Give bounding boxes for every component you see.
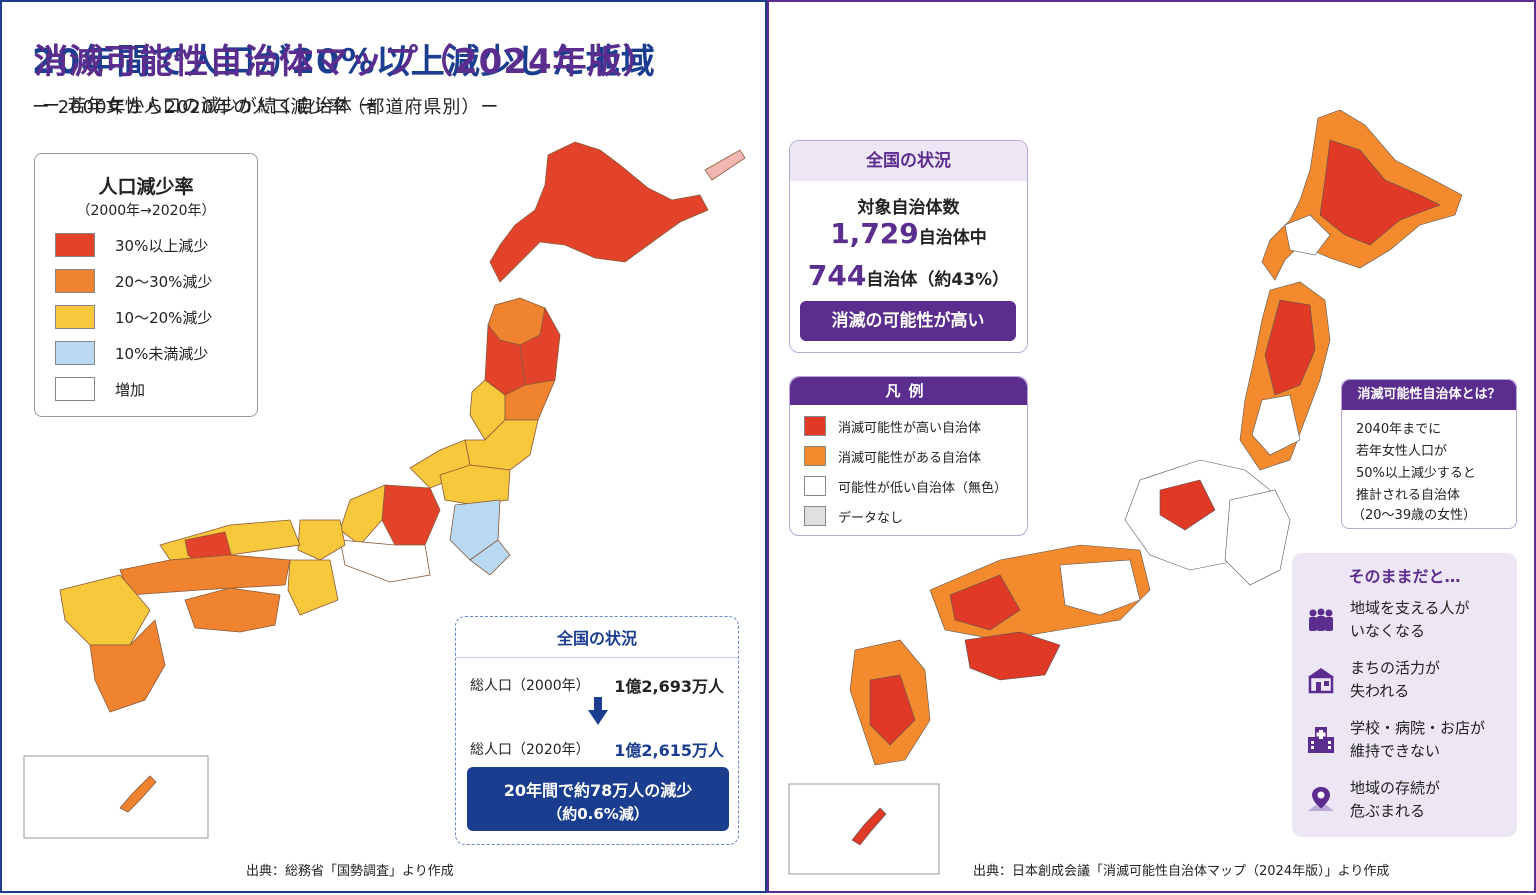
nagano-region — [381, 484, 441, 546]
right-subtitle: ー 若年女性人口の減少が続く自治体 ー — [42, 96, 379, 117]
okinawa-inset-box — [23, 755, 209, 839]
chiba-region — [469, 539, 511, 576]
legend-item: 消滅可能性が高い自治体 — [804, 415, 981, 437]
at-risk-suffix: 自治体（約43%） — [866, 270, 1010, 290]
legend-label: データなし — [838, 510, 904, 526]
right-legend: 凡例 消滅可能性が高い自治体 消滅可能性がある自治体 可能性が低い自治体（無色）… — [789, 376, 1028, 536]
legend-item: 20～30%減少 — [55, 268, 212, 294]
legend-item: 可能性が低い自治体（無色） — [804, 475, 1007, 497]
target-count-label: 対象自治体数 — [857, 198, 960, 218]
population-2000-value: 1億2,693万人 — [614, 677, 724, 696]
legend-swatch — [804, 416, 826, 436]
legend-label: 20～30%減少 — [115, 272, 213, 291]
legend-item: 30%以上減少 — [55, 232, 208, 258]
left-legend: 人口減少率 （2000年→2020年） 30%以上減少 20～30%減少 10～… — [34, 153, 258, 417]
legend-swatch — [55, 233, 95, 257]
total-number: 1,729 — [830, 217, 919, 250]
legend-label: 消滅可能性がある自治体 — [838, 450, 982, 466]
definition-box: 消滅可能性自治体とは？ 2040年までに 若年女性人口が 50%以上減少すると … — [1341, 379, 1517, 529]
total-municipalities: 1,729自治体中 — [790, 217, 1027, 250]
high-risk-badge: 消滅の可能性が高い — [800, 301, 1016, 341]
arrow-down-icon — [588, 697, 608, 725]
legend-label: 30%以上減少 — [115, 236, 209, 255]
prefecture-map — [23, 141, 746, 839]
national-header: 全国の状況 — [790, 141, 1027, 181]
legend-title: 人口減少率 — [98, 176, 194, 198]
fukushima-region — [464, 419, 539, 471]
people-icon — [1309, 608, 1333, 631]
legend-label: 増加 — [115, 380, 146, 399]
legend-item: 10～20%減少 — [55, 304, 212, 330]
definition-line: 2040年までに — [1356, 422, 1442, 437]
legend-item: 10%未満減少 — [55, 340, 208, 366]
consequence-item: 地域を支える人が いなくなる — [1306, 597, 1470, 643]
legend-swatch — [804, 446, 826, 466]
definition-line: 若年女性人口が — [1356, 444, 1448, 459]
stats-divider — [456, 657, 738, 658]
left-title: 20年間で人口が20%以上減少した地域 — [32, 42, 656, 82]
definition-line: 50%以上減少すると — [1356, 466, 1476, 481]
definition-line: 推計される自治体 — [1356, 488, 1461, 503]
consequences-box: そのままだと… 地域を支える人が いなくなる まちの活力が 失われる — [1292, 553, 1517, 837]
gunma-tochigi-region — [439, 464, 511, 506]
decline-result-box: 20年間で約78万人の減少 （約0.6%減） — [467, 767, 729, 831]
legend-label: 消滅可能性が高い自治体 — [838, 420, 982, 436]
legend-swatch — [55, 305, 95, 329]
shikoku-region — [184, 587, 281, 633]
consequence-item: 地域の存続が 危ぶまれる — [1306, 777, 1440, 823]
kurile-island — [704, 149, 746, 181]
kyushu-south-region — [89, 619, 166, 713]
legend-item: 増加 — [55, 376, 145, 402]
consequence-text: 学校・病院・お店が 維持できない — [1350, 719, 1486, 760]
gifu-region — [339, 484, 386, 546]
hospital-icon — [1308, 727, 1334, 753]
stats-header: 全国の状況 — [556, 629, 637, 648]
consequence-item: 学校・病院・お店が 維持できない — [1306, 717, 1485, 763]
legend-swatch — [804, 506, 826, 526]
decline-result-line1: 20年間で約78万人の減少 — [503, 781, 693, 800]
definition-header: 消滅可能性自治体とは？ — [1342, 380, 1516, 410]
population-2020-label: 総人口（2020年） — [470, 742, 590, 758]
total-suffix: 自治体中 — [918, 228, 987, 248]
consequence-item: まちの活力が 失われる — [1306, 657, 1440, 703]
decline-result-line2: （約0.6%減） — [547, 805, 649, 823]
right-national-box: 全国の状況 対象自治体数 1,729自治体中 744自治体（約43%） 消滅の可… — [789, 140, 1028, 353]
kinki-south-region — [287, 559, 339, 616]
legend-label: 10～20%減少 — [115, 308, 213, 327]
aichi-shizuoka-region — [339, 539, 431, 583]
definition-line: （20～39歳の女性） — [1352, 508, 1477, 523]
legend-label: 10%未満減少 — [115, 344, 209, 363]
legend-swatch — [55, 341, 95, 365]
left-subtitle: ー 2000年から2020年の人口減少率（都道府県別）ー — [32, 97, 500, 118]
consequence-text: 地域を支える人が いなくなる — [1350, 599, 1470, 640]
right-legend-title: 凡例 — [790, 377, 1027, 405]
right-source: 出典：日本創成会議「消滅可能性自治体マップ（2024年版）」より作成 — [973, 864, 1390, 879]
legend-swatch — [55, 269, 95, 293]
at-risk-count: 744自治体（約43%） — [790, 259, 1027, 292]
legend-item: データなし — [804, 505, 903, 527]
chugoku-south-region — [119, 554, 291, 596]
at-risk-number: 744 — [807, 259, 867, 292]
legend-subtitle: （2000年→2020年） — [76, 203, 216, 219]
consequences-header: そのままだと… — [1348, 567, 1461, 586]
hokkaido-region — [489, 141, 709, 283]
population-2000-label: 総人口（2000年） — [470, 678, 590, 694]
legend-label: 可能性が低い自治体（無色） — [838, 480, 1008, 496]
population-2020-value: 1億2,615万人 — [614, 741, 724, 760]
shop-icon — [1308, 668, 1334, 694]
legend-item: 消滅可能性がある自治体 — [804, 445, 981, 467]
legend-swatch — [55, 377, 95, 401]
consequence-text: まちの活力が 失われる — [1350, 659, 1441, 700]
okinawa-island — [119, 775, 157, 813]
miyagi-region — [504, 379, 556, 421]
kinki-north-region — [297, 519, 346, 561]
map-pin-icon — [1308, 787, 1334, 811]
right-title: 消滅可能性自治体マップ（2024年版） — [34, 42, 658, 82]
legend-swatch — [804, 476, 826, 496]
left-source: 出典：総務省「国勢調査」より作成 — [246, 864, 454, 879]
consequence-text: 地域の存続が 危ぶまれる — [1350, 779, 1441, 820]
